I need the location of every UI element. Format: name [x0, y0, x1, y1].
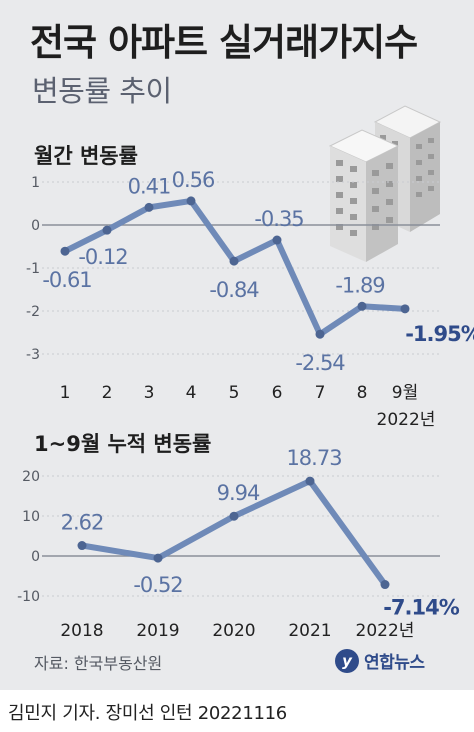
- chart2-title: 1~9월 누적 변동률: [34, 432, 212, 456]
- data-label: -1.95%: [405, 322, 474, 346]
- data-point: [315, 329, 325, 339]
- y-tick-label: 20: [22, 469, 40, 485]
- credit-line: 김민지 기자. 장미선 인턴 20221116: [8, 703, 287, 724]
- x-tick-label: 6: [272, 383, 283, 403]
- data-point: [229, 511, 239, 521]
- x-tick-label: 2021: [288, 621, 331, 641]
- chart1-title: 월간 변동률: [34, 144, 138, 168]
- data-label: 0.41: [128, 174, 171, 198]
- y-tick-label: -10: [17, 589, 40, 605]
- y-tick-label: 0: [31, 549, 40, 565]
- data-point: [102, 225, 112, 235]
- data-point: [305, 476, 315, 486]
- data-label: -0.84: [209, 278, 259, 302]
- x-tick-label: 1: [60, 383, 71, 403]
- data-label: 18.73: [286, 446, 341, 470]
- page-title: 전국 아파트 실거래가지수: [30, 21, 418, 64]
- cumulative-chart: 20 10 0 -10 2018 2019 2020 2021 2022년 2.62 -0.52 9.…: [17, 446, 461, 641]
- monthly-chart: 1 0 -1 -2 -3 1 2 3 4 5 6 7 8 9월 -0.61-0.12 0.41 0.56 -0.8…: [26, 168, 474, 430]
- data-label: 2.62: [61, 511, 104, 535]
- y-tick-label: -2: [26, 304, 40, 320]
- data-label: -0.12: [78, 245, 127, 269]
- y-tick-label: 1: [31, 175, 40, 191]
- charts-svg: 10-1-2-31 2 3 4 5 6 7 8 9월-0.61-0.120.41 0.56-0.8…: [17, 105, 474, 641]
- data-label: -0.52: [133, 573, 182, 597]
- y-tick-label: -3: [26, 347, 40, 363]
- data-label: 0.56: [172, 168, 215, 192]
- data-label: -7.14%: [383, 596, 460, 620]
- logo-mark: y: [335, 648, 359, 673]
- x-tick-label: 2018: [60, 621, 103, 641]
- y-tick-label: 10: [22, 509, 40, 525]
- data-label: -1.89: [335, 273, 384, 297]
- x-tick-label: 2022년: [356, 621, 415, 641]
- source-note: 자료: 한국부동산원: [34, 654, 163, 673]
- data-point: [186, 196, 196, 206]
- logo: y 연합뉴스: [335, 648, 425, 673]
- data-label: 9.94: [217, 481, 260, 505]
- data-label: -2.54: [295, 351, 345, 375]
- data-label: -0.61: [42, 268, 91, 292]
- data-point: [60, 246, 70, 256]
- data-point: [229, 256, 239, 266]
- data-point: [144, 202, 154, 212]
- y-tick-label: -1: [26, 261, 40, 277]
- data-point: [77, 541, 87, 551]
- x-tick-label: 4: [186, 383, 197, 403]
- x-tick-label: 2020: [212, 621, 255, 641]
- y-tick-label: 0: [31, 218, 40, 234]
- x-tick-label: 9월: [392, 383, 418, 403]
- x-tick-label: 7: [315, 383, 326, 403]
- data-point: [153, 553, 163, 563]
- x-tick-label: 2: [102, 383, 113, 403]
- data-point: [272, 235, 282, 245]
- x-tick-label: 3: [144, 383, 155, 403]
- x-tick-label: 2019: [136, 621, 179, 641]
- data-label: -0.35: [254, 207, 303, 231]
- page-subtitle: 변동률 추이: [32, 74, 172, 108]
- data-point: [357, 301, 367, 311]
- data-point: [380, 580, 390, 590]
- data-point: [400, 304, 410, 314]
- apartment-buildings-icon: [328, 105, 442, 262]
- x-tick-label: 5: [229, 383, 240, 403]
- x-tick-label: 8: [357, 383, 368, 403]
- year-note: 2022년: [377, 410, 436, 430]
- logo-text: 연합뉴스: [364, 653, 425, 673]
